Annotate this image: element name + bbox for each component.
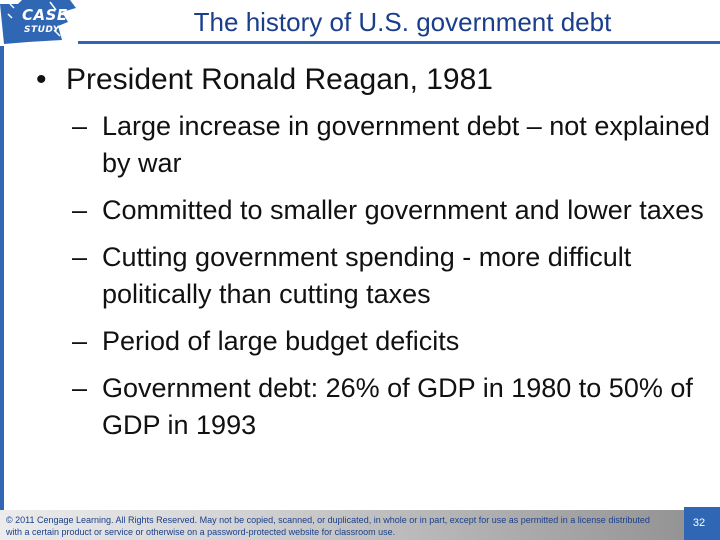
slide-title: The history of U.S. government debt — [193, 7, 612, 37]
sub-bullet-item: – Period of large budget deficits — [72, 323, 712, 360]
dash-marker: – — [72, 326, 88, 356]
sub-bullet-item: – Committed to smaller government and lo… — [72, 192, 712, 229]
dash-marker: – — [72, 195, 88, 225]
sub-bullet-item: – Large increase in government debt – no… — [72, 108, 712, 182]
sub-bullet-text: Large increase in government debt – not … — [102, 111, 710, 178]
dash-marker: – — [72, 242, 88, 272]
sub-bullet-text: Period of large budget deficits — [102, 326, 460, 356]
page-number-badge: 32 — [684, 507, 720, 540]
logo-text-study: STUDY — [24, 25, 60, 35]
sub-bullet-list: – Large increase in government debt – no… — [72, 108, 712, 454]
sub-bullet-text: Cutting government spending - more diffi… — [102, 242, 632, 309]
page-number: 32 — [692, 517, 706, 529]
title-underline — [78, 41, 720, 44]
case-study-logo: CASE STUDY — [0, 0, 78, 44]
left-accent-rule — [0, 46, 4, 516]
sub-bullet-text: Committed to smaller government and lowe… — [102, 195, 704, 225]
bullet-marker: • — [36, 63, 47, 96]
logo-text-case: CASE — [22, 6, 68, 24]
footer-bar: © 2011 Cengage Learning. All Rights Rese… — [0, 510, 720, 540]
copyright-notice: © 2011 Cengage Learning. All Rights Rese… — [6, 515, 650, 537]
main-bullet-text: President Ronald Reagan, 1981 — [66, 63, 493, 96]
dash-marker: – — [72, 111, 88, 141]
dash-marker: – — [72, 373, 88, 403]
sub-bullet-item: – Government debt: 26% of GDP in 1980 to… — [72, 370, 712, 444]
main-bullet: • President Ronald Reagan, 1981 — [36, 60, 493, 100]
sub-bullet-item: – Cutting government spending - more dif… — [72, 239, 712, 313]
sub-bullet-text: Government debt: 26% of GDP in 1980 to 5… — [102, 373, 693, 440]
case-study-logo-graphic — [0, 0, 76, 44]
